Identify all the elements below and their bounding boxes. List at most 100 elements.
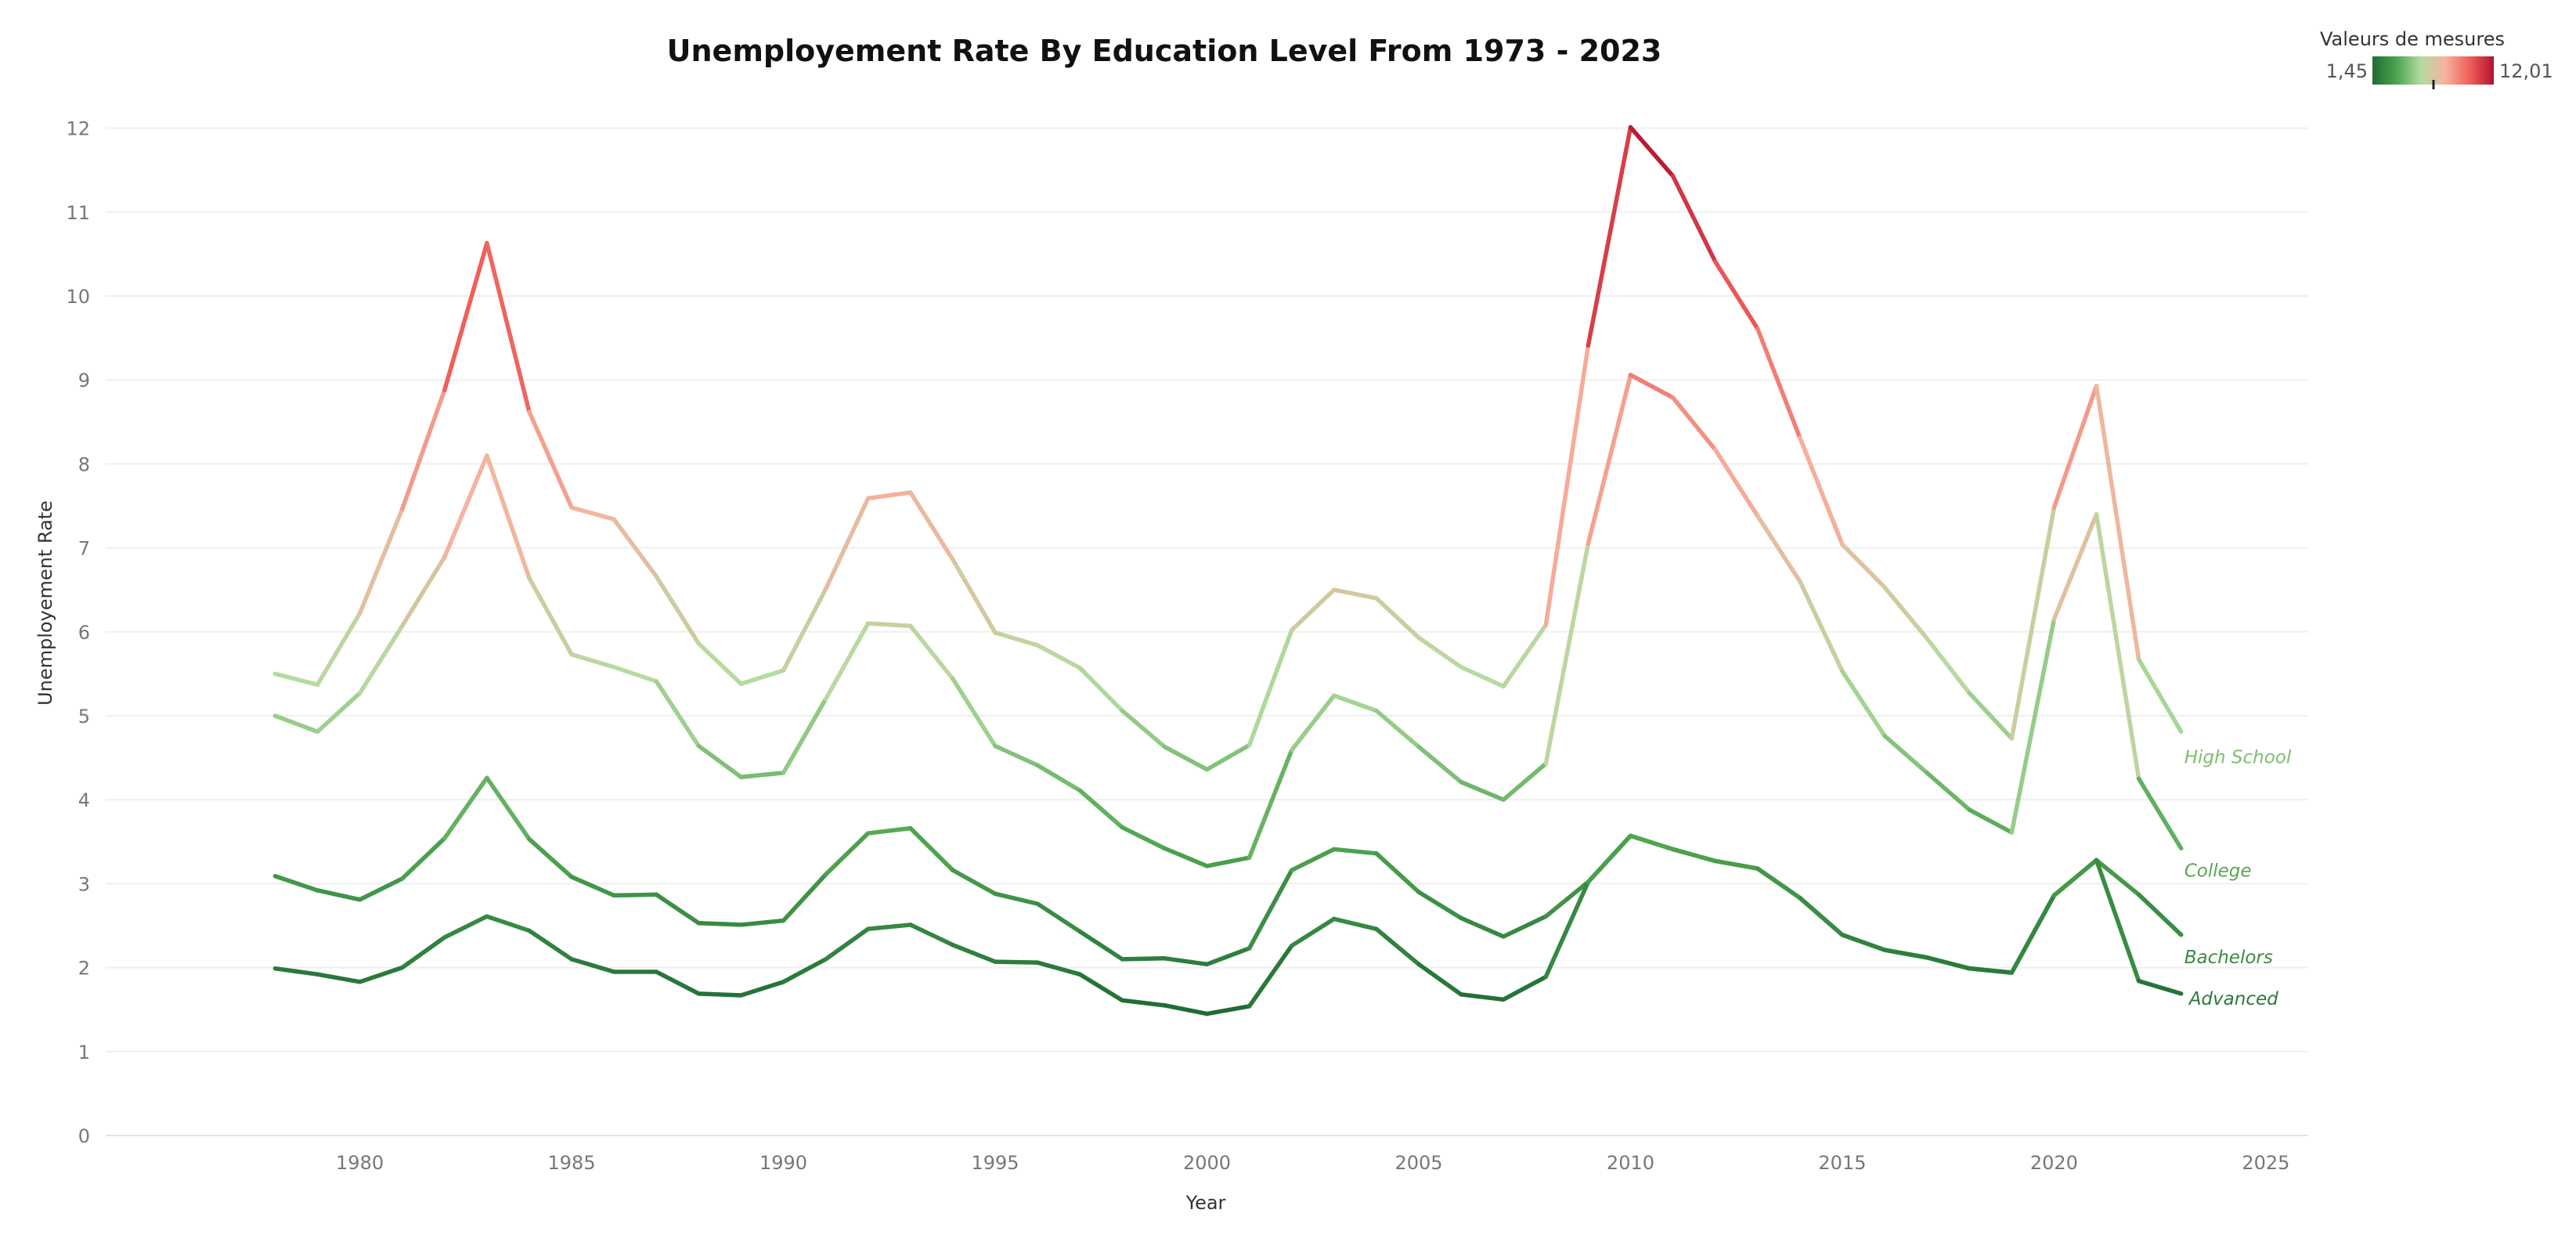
x-tick-label: 2015 — [1818, 1152, 1866, 1174]
series-segment — [2009, 505, 2057, 741]
series-segment — [1840, 933, 1887, 952]
series-segment — [1289, 847, 1337, 872]
series-segment — [612, 892, 658, 898]
series-segment — [485, 914, 532, 933]
series-segment — [951, 942, 998, 964]
series-segment — [1501, 623, 1549, 689]
series-segment — [1289, 916, 1337, 948]
series-segment — [1712, 259, 1760, 331]
series-segment — [1586, 833, 1633, 885]
series-segment — [357, 507, 405, 616]
series-segment — [1712, 447, 1760, 518]
y-tick-label: 8 — [78, 453, 90, 475]
series-segment — [357, 876, 405, 902]
series-segment — [1416, 962, 1463, 997]
series-segment — [569, 505, 616, 522]
series-segment — [1459, 992, 1506, 1002]
series-segment — [442, 453, 489, 560]
series-segment — [654, 969, 702, 996]
series-segment — [569, 652, 616, 670]
x-tick-label: 1980 — [336, 1152, 384, 1174]
series-segment — [2136, 776, 2184, 851]
series-segment — [1416, 635, 1463, 670]
series-segment — [1416, 744, 1463, 785]
series-segment — [1120, 708, 1167, 749]
series-segment — [315, 611, 363, 688]
series-segment — [315, 888, 363, 902]
x-axis-title: Year — [1185, 1192, 1226, 1214]
x-tick-label: 2005 — [1394, 1152, 1442, 1174]
series-segment — [1247, 627, 1294, 748]
series-segment — [1501, 914, 1549, 939]
series-segment — [1712, 858, 1760, 871]
y-tick-label: 6 — [78, 622, 90, 644]
series-line-high-school — [272, 125, 2184, 772]
series-segment — [1332, 916, 1379, 932]
series-segment — [1077, 929, 1125, 962]
series-segment — [1204, 855, 1252, 868]
series-segment — [1204, 742, 1252, 772]
series-segment — [951, 677, 998, 749]
series-segment — [1459, 915, 1506, 939]
series-label-college: College — [2185, 861, 2252, 881]
series-segment — [1798, 895, 1845, 937]
series-segment — [1162, 956, 1210, 967]
series-segment — [2094, 857, 2141, 897]
series-segment — [908, 825, 955, 872]
series-segment — [1967, 807, 2015, 835]
label-layer: High School College Bachelors Advanced — [2185, 747, 2292, 1009]
series-segment — [951, 557, 998, 635]
series-segment — [485, 775, 532, 842]
series-segment — [272, 713, 320, 735]
series-segment — [1077, 666, 1125, 713]
series-segment — [315, 691, 363, 735]
series-label-high-school: High School — [2185, 747, 2292, 767]
series-segment — [2051, 857, 2099, 898]
series-segment — [1501, 761, 1549, 802]
series-segment — [272, 966, 320, 977]
series-segment — [1543, 343, 1591, 627]
series-segment — [1967, 691, 2015, 741]
series-segment — [272, 671, 320, 688]
series-segment — [1162, 846, 1210, 868]
series-segment — [2136, 892, 2184, 937]
series-segment — [442, 240, 489, 392]
y-axis-title: Unemployement Rate — [34, 500, 56, 706]
x-tick-label: 2020 — [2030, 1152, 2078, 1174]
series-segment — [1332, 587, 1379, 601]
series-segment — [1628, 833, 1676, 852]
series-segment — [738, 668, 786, 687]
series-segment — [654, 892, 702, 926]
y-tick-label: 10 — [66, 286, 90, 308]
series-line-advanced — [272, 833, 2184, 1016]
series-segment — [908, 922, 955, 948]
series-segment — [272, 874, 320, 893]
series-segment — [1035, 901, 1082, 934]
series-segment — [2136, 979, 2184, 996]
y-tick-label: 1 — [78, 1042, 90, 1063]
series-segment — [2094, 857, 2141, 984]
series-segment — [696, 641, 744, 687]
series-segment — [1628, 125, 1676, 179]
x-tick-label: 1995 — [971, 1152, 1019, 1174]
series-segment — [738, 771, 786, 780]
series-segment — [2136, 657, 2184, 735]
y-tick-label: 9 — [78, 370, 90, 392]
series-segment — [527, 928, 574, 962]
series-segment — [399, 554, 447, 629]
series-segment — [2094, 511, 2141, 782]
series-segment — [1204, 1004, 1252, 1016]
y-tick-label: 0 — [78, 1125, 90, 1147]
series-segment — [1162, 1003, 1210, 1016]
series-line-college — [272, 373, 2184, 868]
series-segment — [1332, 693, 1379, 713]
series-segment — [823, 621, 871, 702]
x-tick-label: 2000 — [1183, 1152, 1231, 1174]
series-segment — [1925, 771, 1972, 812]
series-segment — [1882, 733, 1929, 775]
series-segment — [1289, 693, 1337, 753]
series-segment — [1925, 636, 1972, 695]
y-tick-label: 12 — [66, 118, 90, 140]
